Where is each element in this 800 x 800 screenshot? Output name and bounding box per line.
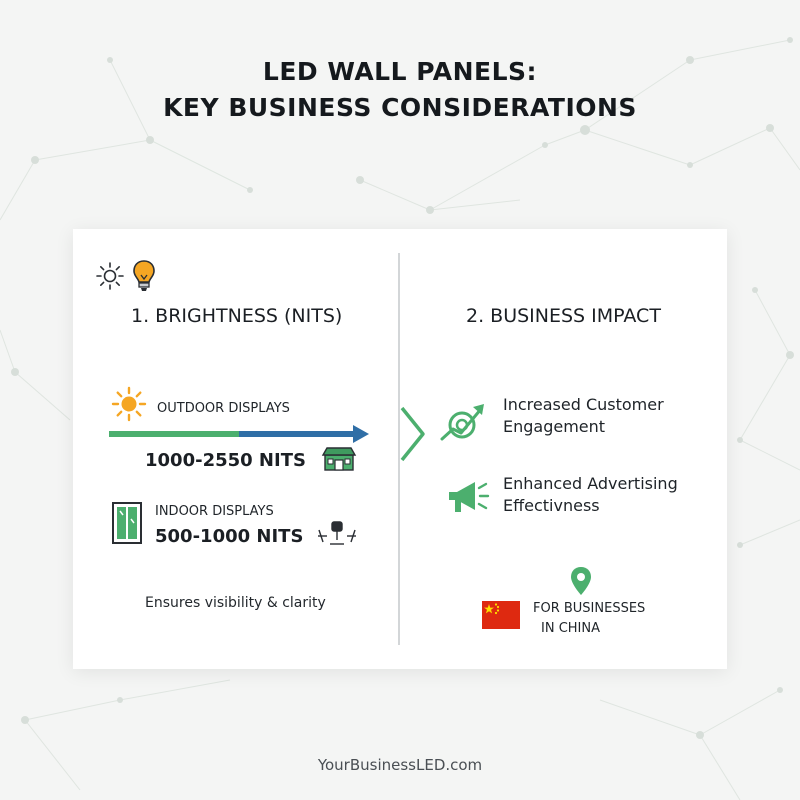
chevron-right-icon [400, 406, 425, 462]
indoor-label: INDOOR DISPLAYS [155, 504, 274, 519]
engagement-line-2: Engagement [503, 417, 606, 436]
brightness-arrow [109, 425, 369, 443]
outdoor-label: OUTDOOR DISPLAYS [157, 401, 290, 416]
engagement-text: Increased Customer Engagement [503, 394, 664, 438]
advertising-line-2: Effectivness [503, 496, 600, 515]
advertising-line-1: Enhanced Advertising [503, 474, 678, 493]
engagement-line-1: Increased Customer [503, 395, 664, 414]
china-line-1: FOR BUSINESSES [533, 601, 646, 616]
info-card: 1. BRIGHTNESS (NITS) 2. BUSINESS IMPACT … [73, 229, 727, 669]
indoor-value: 500-1000 NITS [155, 526, 304, 547]
megaphone-icon [449, 482, 490, 512]
office-chairs-icon [318, 521, 356, 545]
brightness-heading: 1. BRIGHTNESS (NITS) [131, 305, 343, 327]
impact-heading: 2. BUSINESS IMPACT [466, 305, 661, 327]
storefront-icon [321, 447, 357, 471]
target-growth-icon [440, 404, 484, 441]
visibility-note: Ensures visibility & clarity [145, 595, 326, 611]
advertising-text: Enhanced Advertising Effectivness [503, 473, 678, 517]
title-line-2: KEY BUSINESS CONSIDERATIONS [163, 93, 637, 122]
outdoor-value: 1000-2550 NITS [145, 450, 306, 471]
sun-icon [111, 386, 147, 422]
title-line-1: LED WALL PANELS: [262, 57, 538, 86]
window-icon [112, 502, 142, 544]
china-text: FOR BUSINESSES IN CHINA [533, 599, 645, 639]
sun-outline-icon [96, 262, 124, 290]
footer-url: YourBusinessLED.com [317, 756, 483, 774]
china-flag-icon [482, 601, 520, 629]
china-line-2: IN CHINA [541, 621, 600, 636]
lightbulb-icon [133, 260, 155, 291]
column-divider [398, 253, 400, 645]
location-pin-icon [571, 567, 591, 595]
page-title: LED WALL PANELS: KEY BUSINESS CONSIDERAT… [0, 54, 800, 126]
